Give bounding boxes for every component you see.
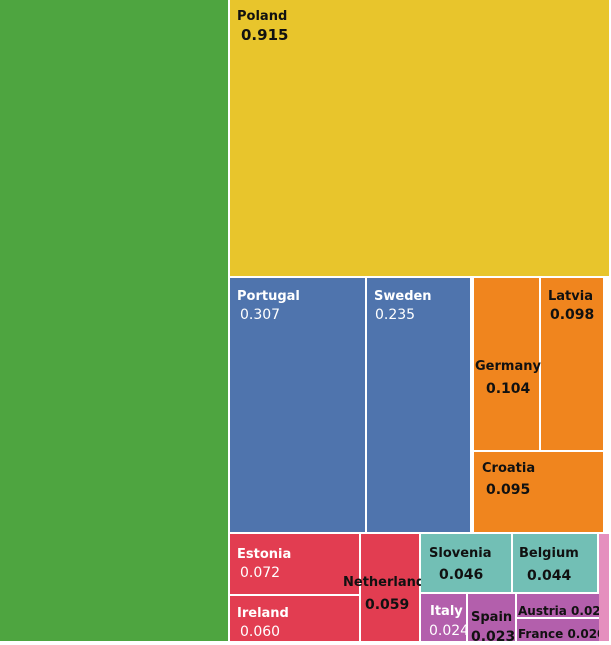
tile-label: Spain <box>471 610 513 625</box>
tile-unlabeled-0[interactable] <box>0 0 230 643</box>
tile-spain[interactable] <box>468 594 517 643</box>
tile-label: Netherlands <box>343 575 433 590</box>
tile-value: 0.023 <box>471 629 516 645</box>
tile-value: 0.072 <box>240 565 281 581</box>
tile-slovenia[interactable] <box>421 534 513 594</box>
tile-value: 0.098 <box>550 307 595 323</box>
tile-portugal[interactable] <box>230 278 367 534</box>
tile-value: 0.235 <box>375 307 416 323</box>
tile-value: 0.024 <box>429 623 470 639</box>
tile-italy[interactable] <box>421 594 468 643</box>
tile-value: 0.059 <box>365 597 410 613</box>
tile-label: Austria 0.020 <box>518 605 609 617</box>
tile-value: 0.915 <box>241 26 289 44</box>
tile-value: 0.095 <box>486 482 531 498</box>
tile-label: Belgium <box>519 546 579 561</box>
tile-belgium[interactable] <box>513 534 599 594</box>
tile-value: 0.104 <box>486 381 531 397</box>
tile-label: Latvia <box>548 289 593 304</box>
tile-value: 0.307 <box>240 307 281 323</box>
tile-label: Italy <box>430 604 463 619</box>
tile-ireland[interactable] <box>230 596 361 643</box>
tile-label: Portugal <box>237 289 300 304</box>
tile-label: Croatia <box>482 461 536 476</box>
tile-label-text: Austria <box>518 604 567 618</box>
tile-estonia[interactable] <box>230 534 361 596</box>
tile-germany[interactable] <box>474 278 541 452</box>
tile-sweden[interactable] <box>367 278 472 534</box>
tile-unlabeled-16[interactable] <box>599 534 611 643</box>
tile-value: 0.060 <box>240 624 281 640</box>
tile-label: Estonia <box>237 547 292 562</box>
tile-label: Poland <box>237 9 288 24</box>
tile-poland[interactable] <box>230 0 611 278</box>
tile-value: 0.044 <box>527 568 572 584</box>
tile-latvia[interactable] <box>541 278 605 452</box>
tile-croatia[interactable] <box>474 452 605 534</box>
tile-value: 0.046 <box>439 567 484 583</box>
tile-label: France 0.020 <box>518 628 605 640</box>
tile-label: Sweden <box>374 289 432 304</box>
tile-label-text: France <box>518 627 564 641</box>
tile-label: Ireland <box>237 606 289 621</box>
tile-label: Germany <box>475 359 541 374</box>
tile-netherlands[interactable] <box>361 534 421 643</box>
tile-label: Slovenia <box>429 546 492 561</box>
tile-value: 0.020 <box>567 627 606 641</box>
tile-austria[interactable] <box>517 594 605 619</box>
